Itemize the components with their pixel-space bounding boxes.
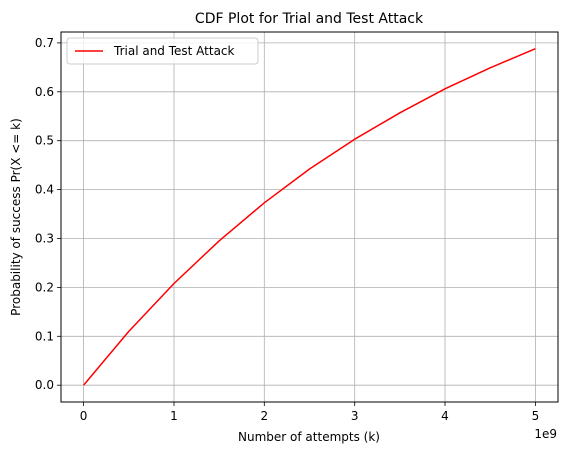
- y-tick-label: 0.4: [35, 183, 54, 197]
- x-tick-label: 5: [532, 409, 540, 423]
- series-layer: [83, 48, 536, 386]
- x-tick-label: 0: [80, 409, 88, 423]
- y-tick-label: 0.1: [35, 329, 54, 343]
- y-axis-label: Probability of success Pr(X <= k): [9, 118, 23, 316]
- chart-title: CDF Plot for Trial and Test Attack: [195, 11, 424, 27]
- series-line: [83, 48, 536, 386]
- x-axis-label: Number of attempts (k): [238, 430, 380, 444]
- plot-frame: [60, 31, 559, 403]
- grid: [61, 32, 558, 402]
- x-offset-label: 1e9: [534, 427, 557, 441]
- y-tick-label: 0.0: [35, 378, 54, 392]
- x-tick-label: 4: [441, 409, 449, 423]
- x-tick-label: 2: [260, 409, 268, 423]
- x-tick-label: 3: [351, 409, 359, 423]
- y-tick-label: 0.2: [35, 280, 54, 294]
- y-tick-label: 0.5: [35, 134, 54, 148]
- axis-ticks: 0 1 2 3 4 5 0.0 0.1 0.2 0.3 0.4 0.5 0.6 0.7: [35, 36, 539, 423]
- legend-label: Trial and Test Attack: [113, 44, 235, 58]
- y-tick-label: 0.3: [35, 232, 54, 246]
- legend: Trial and Test Attack: [66, 37, 259, 65]
- legend-box: [66, 37, 259, 65]
- y-tick-label: 0.6: [35, 85, 54, 99]
- x-tick-label: 1: [170, 409, 178, 423]
- y-tick-label: 0.7: [35, 36, 54, 50]
